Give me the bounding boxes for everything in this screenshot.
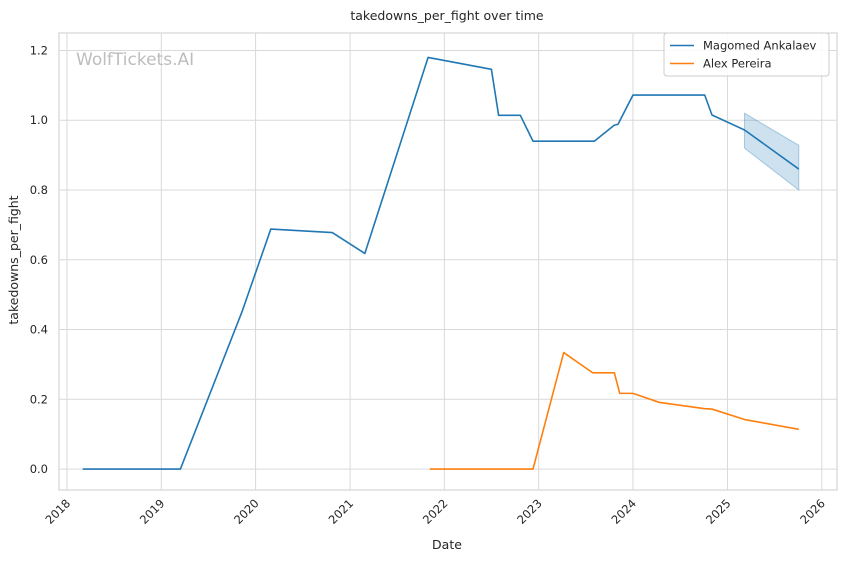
y-tick-label: 0.6 xyxy=(30,253,48,267)
plot-frame xyxy=(58,32,838,491)
x-tick-label: 2021 xyxy=(326,496,357,527)
legend-label-alex-pereira: Alex Pereira xyxy=(703,57,772,71)
legend-box xyxy=(663,32,830,77)
y-tick-label: 0.0 xyxy=(30,462,48,476)
x-tick-label: 2018 xyxy=(43,496,74,527)
chart-title: takedowns_per_fight over time xyxy=(350,8,544,23)
forecast-bands xyxy=(744,112,800,192)
legend: Magomed Ankalaev Alex Pereira xyxy=(663,32,830,77)
x-axis-label: Date xyxy=(432,537,462,552)
y-tick-label: 0.2 xyxy=(30,392,48,406)
series-line-alex-pereira xyxy=(429,351,799,470)
y-tick-label: 1.0 xyxy=(30,113,48,127)
series-line-magomed-ankalaev xyxy=(82,56,800,470)
plot-area xyxy=(58,32,838,491)
series-lines xyxy=(82,56,800,470)
x-axis-ticks: 2018 2019 2020 2021 2022 2023 2024 2025 2026 xyxy=(43,496,828,527)
x-tick-label: 2023 xyxy=(514,496,545,527)
y-tick-label: 1.2 xyxy=(30,43,48,57)
forecast-band-magomed-ankalaev xyxy=(744,112,800,192)
watermark-text: WolfTickets.AI xyxy=(76,50,194,70)
y-axis-label: takedowns_per_fight xyxy=(6,195,21,324)
y-tick-label: 0.8 xyxy=(30,183,48,197)
y-tick-label: 0.4 xyxy=(30,323,48,337)
x-tick-label: 2024 xyxy=(608,496,639,527)
x-tick-label: 2019 xyxy=(137,496,168,527)
y-axis-ticks: 0.0 0.2 0.4 0.6 0.8 1.0 1.2 xyxy=(30,43,48,476)
x-tick-label: 2025 xyxy=(703,496,734,527)
x-tick-label: 2020 xyxy=(231,496,262,527)
grid-lines xyxy=(59,33,837,490)
x-tick-label: 2026 xyxy=(797,496,828,527)
legend-label-magomed-ankalaev: Magomed Ankalaev xyxy=(703,39,817,53)
x-tick-label: 2022 xyxy=(420,496,451,527)
